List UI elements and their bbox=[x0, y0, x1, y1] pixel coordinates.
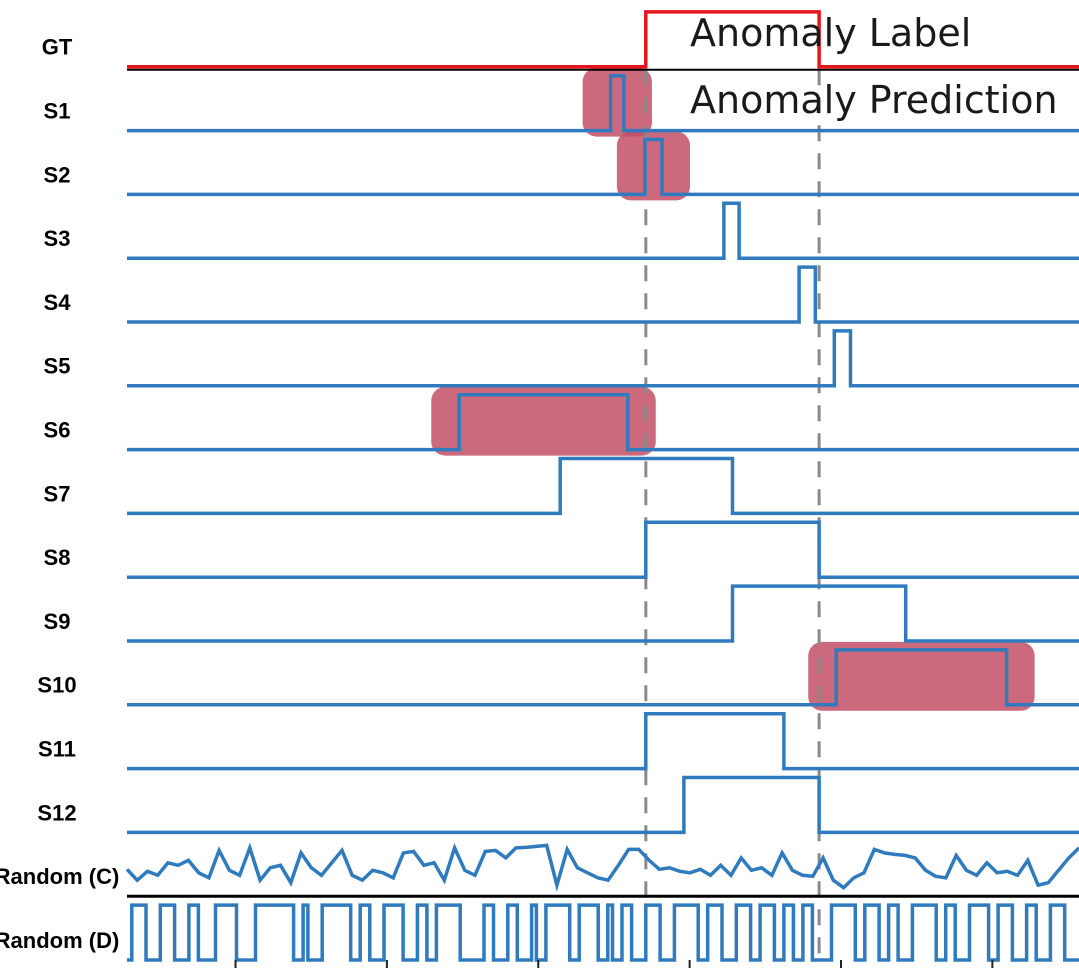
x-axis bbox=[234, 960, 994, 968]
series-rows: GT S1 S2 S3 S4 S5 S6 S7 S8 S9 S10 S11 S12 Random (C) R… bbox=[0, 10, 1079, 962]
row-label-s7: S7 bbox=[44, 481, 71, 506]
row-label-s1: S1 bbox=[44, 98, 71, 123]
row-label-gt: GT bbox=[42, 35, 73, 60]
row-label-s6: S6 bbox=[44, 417, 71, 442]
series-line-s4 bbox=[127, 265, 1079, 324]
series-line-s9 bbox=[127, 584, 1079, 643]
row-label-random-c: Random (C) bbox=[0, 864, 119, 889]
series-line-s5 bbox=[127, 329, 1079, 388]
row-label-s12: S12 bbox=[37, 800, 76, 825]
highlight-box-s1 bbox=[582, 67, 652, 137]
row-label-s4: S4 bbox=[44, 290, 72, 315]
row-label-s11: S11 bbox=[38, 736, 76, 761]
row-label-s5: S5 bbox=[44, 354, 71, 379]
highlight-box-s2 bbox=[616, 131, 691, 201]
series-line-s6 bbox=[127, 392, 1079, 452]
highlight-box-s10 bbox=[808, 641, 1035, 711]
series-line-s10 bbox=[127, 648, 1079, 707]
highlight-layer bbox=[431, 67, 1035, 711]
series-line-s1 bbox=[127, 73, 1079, 133]
series-line-s3 bbox=[127, 201, 1079, 260]
row-label-s8: S8 bbox=[44, 545, 71, 570]
row-label-s10: S10 bbox=[37, 673, 76, 698]
series-line-s2 bbox=[127, 137, 1079, 197]
series-line-gt bbox=[127, 10, 1079, 69]
series-line-random-d bbox=[127, 903, 1079, 962]
legend: Anomaly Label Anomaly Prediction bbox=[690, 11, 1058, 122]
legend-label-anomaly-prediction: Anomaly Prediction bbox=[690, 78, 1058, 122]
series-line-s12 bbox=[127, 775, 1079, 835]
series-line-s8 bbox=[127, 520, 1079, 579]
row-label-s2: S2 bbox=[44, 162, 71, 187]
legend-label-anomaly-label: Anomaly Label bbox=[690, 11, 971, 55]
highlight-box-s6 bbox=[431, 386, 656, 456]
row-label-s9: S9 bbox=[44, 609, 71, 634]
row-label-s3: S3 bbox=[44, 226, 71, 251]
series-line-random-c bbox=[125, 842, 1079, 892]
series-line-s11 bbox=[127, 711, 1079, 771]
series-line-s7 bbox=[127, 456, 1079, 516]
row-label-random-d: Random (D) bbox=[0, 928, 119, 953]
